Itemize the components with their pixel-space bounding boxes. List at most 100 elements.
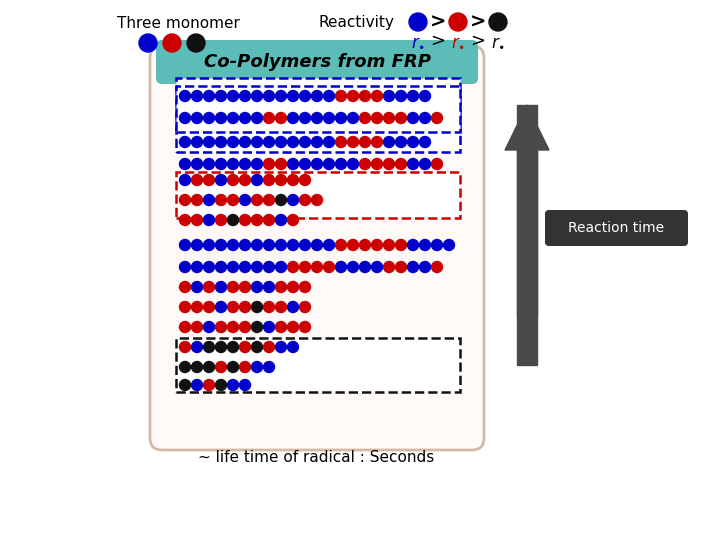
Circle shape: [240, 380, 251, 390]
Circle shape: [372, 240, 382, 251]
Circle shape: [228, 174, 238, 186]
Circle shape: [384, 261, 395, 273]
Circle shape: [323, 112, 335, 124]
Circle shape: [336, 240, 346, 251]
Circle shape: [204, 194, 215, 206]
Circle shape: [276, 91, 287, 102]
Circle shape: [179, 281, 191, 293]
Circle shape: [287, 301, 299, 313]
Circle shape: [251, 261, 263, 273]
Circle shape: [323, 91, 335, 102]
Circle shape: [240, 240, 251, 251]
Circle shape: [287, 341, 299, 353]
Circle shape: [264, 281, 274, 293]
Circle shape: [408, 91, 418, 102]
Circle shape: [264, 137, 274, 147]
Circle shape: [276, 301, 287, 313]
Circle shape: [240, 137, 251, 147]
Bar: [517, 105, 537, 315]
Circle shape: [204, 214, 215, 226]
Circle shape: [408, 261, 418, 273]
Circle shape: [228, 321, 238, 333]
Circle shape: [179, 361, 191, 373]
Circle shape: [287, 261, 299, 273]
Circle shape: [240, 341, 251, 353]
Circle shape: [228, 214, 238, 226]
Circle shape: [139, 34, 157, 52]
Circle shape: [187, 34, 205, 52]
Text: Three monomer: Three monomer: [117, 17, 240, 31]
Circle shape: [215, 159, 227, 170]
FancyBboxPatch shape: [545, 210, 688, 246]
Bar: [517, 150, 537, 365]
Circle shape: [204, 261, 215, 273]
Circle shape: [287, 321, 299, 333]
Circle shape: [192, 281, 202, 293]
Text: Reactivity: Reactivity: [318, 15, 394, 30]
Text: $r_{\bullet}$: $r_{\bullet}$: [491, 32, 505, 50]
Circle shape: [300, 137, 310, 147]
Circle shape: [276, 174, 287, 186]
FancyBboxPatch shape: [150, 46, 484, 450]
Circle shape: [489, 13, 507, 31]
Circle shape: [359, 137, 371, 147]
Circle shape: [287, 214, 299, 226]
Circle shape: [228, 240, 238, 251]
Circle shape: [251, 341, 263, 353]
Text: Reaction time: Reaction time: [568, 221, 665, 235]
Circle shape: [348, 137, 359, 147]
Circle shape: [336, 261, 346, 273]
Circle shape: [420, 159, 431, 170]
Circle shape: [276, 194, 287, 206]
Circle shape: [228, 301, 238, 313]
Circle shape: [215, 112, 227, 124]
Circle shape: [300, 301, 310, 313]
Circle shape: [179, 341, 191, 353]
Text: $r_{\bullet}$: $r_{\bullet}$: [411, 32, 425, 50]
Circle shape: [204, 361, 215, 373]
Circle shape: [192, 159, 202, 170]
Circle shape: [192, 194, 202, 206]
Bar: [176, 338, 460, 392]
Circle shape: [264, 301, 274, 313]
Circle shape: [192, 341, 202, 353]
Circle shape: [240, 214, 251, 226]
Circle shape: [312, 112, 323, 124]
Circle shape: [228, 361, 238, 373]
Circle shape: [240, 159, 251, 170]
Circle shape: [179, 112, 191, 124]
Circle shape: [276, 341, 287, 353]
Circle shape: [215, 380, 227, 390]
Circle shape: [395, 112, 407, 124]
Circle shape: [179, 159, 191, 170]
Circle shape: [359, 112, 371, 124]
Circle shape: [179, 214, 191, 226]
Circle shape: [240, 281, 251, 293]
Circle shape: [215, 281, 227, 293]
Circle shape: [287, 137, 299, 147]
Circle shape: [312, 159, 323, 170]
Circle shape: [300, 240, 310, 251]
Circle shape: [215, 321, 227, 333]
Circle shape: [276, 240, 287, 251]
Circle shape: [348, 112, 359, 124]
Circle shape: [300, 91, 310, 102]
Circle shape: [348, 240, 359, 251]
Circle shape: [240, 91, 251, 102]
Circle shape: [276, 112, 287, 124]
Circle shape: [420, 112, 431, 124]
Circle shape: [179, 194, 191, 206]
Circle shape: [420, 137, 431, 147]
Circle shape: [192, 301, 202, 313]
Circle shape: [395, 240, 407, 251]
Circle shape: [163, 34, 181, 52]
Circle shape: [372, 91, 382, 102]
Text: >: >: [431, 32, 446, 50]
Circle shape: [228, 91, 238, 102]
Circle shape: [336, 112, 346, 124]
Text: $r_{\bullet}$: $r_{\bullet}$: [451, 32, 465, 50]
Circle shape: [192, 321, 202, 333]
Circle shape: [204, 301, 215, 313]
Circle shape: [240, 361, 251, 373]
Circle shape: [372, 159, 382, 170]
